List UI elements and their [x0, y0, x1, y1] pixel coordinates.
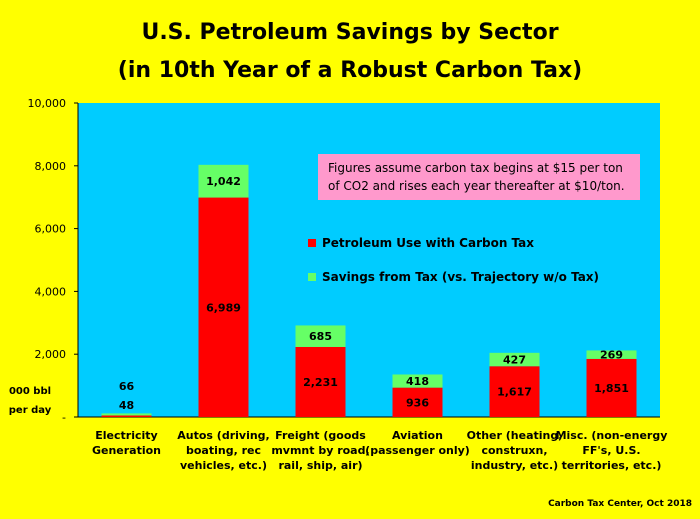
legend-label-savings: Savings from Tax (vs. Trajectory w/o Tax… — [322, 270, 600, 284]
data-label-savings: 427 — [503, 354, 526, 367]
x-category-label: Freight (goods — [275, 429, 366, 442]
x-category-label: boating, rec — [186, 444, 261, 457]
data-label-petroleum-use: 6,989 — [206, 301, 241, 314]
x-category-label: Electricity — [95, 429, 157, 442]
x-category-label: Other (heating, — [467, 429, 563, 442]
data-label-savings: 66 — [119, 380, 135, 393]
chart-title-line2: (in 10th Year of a Robust Carbon Tax) — [117, 58, 583, 83]
legend-label-petroleum-use: Petroleum Use with Carbon Tax — [322, 236, 535, 250]
y-tick-label: 2,000 — [35, 348, 67, 361]
y-tick-label: 4,000 — [35, 285, 67, 298]
data-label-petroleum-use: 48 — [119, 399, 134, 412]
x-category-label: industry, etc.) — [471, 459, 558, 472]
y-tick-label: 6,000 — [35, 223, 67, 236]
bar-savings — [101, 413, 152, 416]
y-tick-label: 10,000 — [28, 97, 67, 110]
x-category-label: Generation — [92, 444, 161, 457]
bar-savings — [489, 352, 540, 367]
x-category-label: territories, etc.) — [562, 459, 662, 472]
x-category-label: FF's, U.S. — [582, 444, 640, 457]
legend-swatch-petroleum-use — [308, 239, 316, 247]
x-category-label: Aviation — [392, 429, 443, 442]
legend-item-savings: Savings from Tax (vs. Trajectory w/o Tax… — [308, 270, 599, 284]
data-label-petroleum-use: 1,617 — [497, 386, 532, 399]
data-label-savings: 269 — [600, 349, 623, 362]
plot-area — [78, 103, 660, 417]
y-tick-label: 8,000 — [35, 160, 67, 173]
x-category-label: rail, ship, air) — [278, 459, 362, 472]
x-category-label: Misc. (non-energy — [556, 429, 668, 442]
bar-petroleum-use — [198, 197, 249, 417]
x-category-label: Autos (driving, — [177, 429, 269, 442]
chart-title-line1: U.S. Petroleum Savings by Sector — [141, 20, 559, 45]
bar-petroleum-use — [295, 346, 346, 417]
x-category-label: construxn, — [481, 444, 547, 457]
y-tick-label: - — [62, 411, 66, 424]
bar-savings — [586, 350, 637, 359]
data-label-savings: 685 — [309, 330, 332, 343]
legend-swatch-savings — [308, 273, 316, 281]
bar-petroleum-use — [101, 415, 152, 417]
data-label-savings: 1,042 — [206, 175, 241, 188]
legend-item-petroleum-use: Petroleum Use with Carbon Tax — [308, 236, 534, 250]
x-category-label: vehicles, etc.) — [180, 459, 267, 472]
x-category-label: (passenger only) — [365, 444, 470, 457]
y-unit-label: 000 bbl per day — [8, 386, 52, 416]
x-category-label: mvmnt by road, — [271, 444, 369, 457]
bar-petroleum-use — [489, 366, 540, 417]
data-label-savings: 418 — [406, 375, 429, 388]
bar-savings — [392, 374, 443, 388]
data-label-petroleum-use: 936 — [406, 396, 429, 409]
data-label-petroleum-use: 2,231 — [303, 376, 338, 389]
bar-savings — [198, 164, 249, 198]
source-credit: Carbon Tax Center, Oct 2018 — [548, 499, 692, 509]
bar-savings — [295, 325, 346, 347]
bar-petroleum-use — [392, 387, 443, 417]
data-label-petroleum-use: 1,851 — [594, 382, 629, 395]
assumption-note: Figures assume carbon tax begins at $15 … — [318, 154, 640, 200]
bar-petroleum-use — [586, 358, 637, 417]
